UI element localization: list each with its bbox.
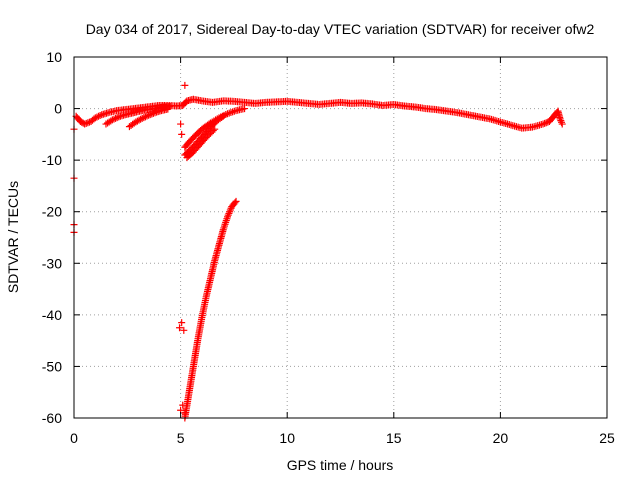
y-tick-label: -30 (42, 255, 62, 271)
axis-ticks: 0 5 10 15 20 25 10 0 -10 -20 -30 -40 -50 -60 (42, 49, 615, 446)
y-tick-label: 10 (46, 49, 62, 65)
data-point (93, 113, 101, 121)
data-point (176, 324, 184, 332)
data-point (219, 226, 227, 234)
data-point (558, 120, 566, 128)
data-point (108, 116, 116, 124)
x-tick-label: 20 (493, 430, 509, 446)
data-point (164, 105, 172, 113)
data-point (146, 111, 154, 119)
data-point (91, 114, 99, 122)
data-point (541, 119, 549, 127)
data-point (556, 115, 564, 123)
data-point (227, 108, 235, 116)
data-point (181, 409, 189, 417)
data-point (138, 114, 146, 122)
data-point (225, 209, 233, 217)
data-point (539, 120, 547, 128)
data-point (219, 112, 227, 120)
data-point (177, 120, 185, 128)
data-point (179, 401, 187, 409)
data-point (220, 224, 228, 232)
data-point (241, 105, 249, 113)
data-point (229, 108, 237, 116)
data-point (112, 114, 120, 122)
data-point (181, 81, 189, 89)
data-point (82, 119, 90, 127)
x-tick-label: 25 (599, 430, 615, 446)
y-tick-label: -20 (42, 204, 62, 220)
data-point (180, 326, 188, 334)
data-point (225, 109, 233, 117)
data-point (226, 206, 234, 214)
data-point (221, 220, 229, 228)
data-point (231, 199, 239, 207)
data-point (224, 213, 232, 221)
data-point (226, 208, 234, 216)
data-point (81, 120, 89, 128)
data-point (232, 197, 240, 205)
data-point (178, 130, 186, 138)
data-point (211, 125, 219, 133)
x-tick-label: 0 (70, 430, 78, 446)
data-point (209, 127, 217, 135)
y-axis-label: SDTVAR / TECUs (5, 181, 21, 293)
x-axis-label: GPS time / hours (287, 457, 394, 473)
data-point (95, 112, 103, 120)
y-tick-label: -40 (42, 307, 62, 323)
data-point (224, 110, 232, 118)
data-point (558, 118, 566, 126)
data-point (84, 119, 92, 127)
data-point (220, 222, 228, 230)
x-tick-label: 10 (279, 430, 295, 446)
plot-frame (73, 56, 608, 419)
data-point (137, 115, 145, 123)
y-tick-label: 0 (54, 101, 62, 117)
y-tick-label: -60 (42, 410, 62, 426)
x-tick-label: 15 (386, 430, 402, 446)
data-point (557, 117, 565, 125)
data-point (143, 112, 151, 120)
data-point (224, 211, 232, 219)
x-tick-label: 5 (177, 430, 185, 446)
y-tick-label: -10 (42, 152, 62, 168)
data-point (110, 115, 118, 123)
y-tick-label: -50 (42, 358, 62, 374)
data-point (96, 112, 104, 120)
data-point (230, 107, 238, 115)
data-point (178, 319, 186, 327)
data-point (140, 114, 148, 122)
data-point (222, 218, 230, 226)
data-point (148, 110, 156, 118)
data-point (113, 114, 121, 122)
data-point (145, 111, 153, 119)
data-points (70, 81, 566, 422)
data-point (542, 119, 550, 127)
data-point (141, 113, 149, 121)
data-point (149, 109, 157, 117)
data-point (218, 113, 226, 121)
chart-title: Day 034 of 2017, Sidereal Day-to-day VTE… (86, 21, 595, 37)
